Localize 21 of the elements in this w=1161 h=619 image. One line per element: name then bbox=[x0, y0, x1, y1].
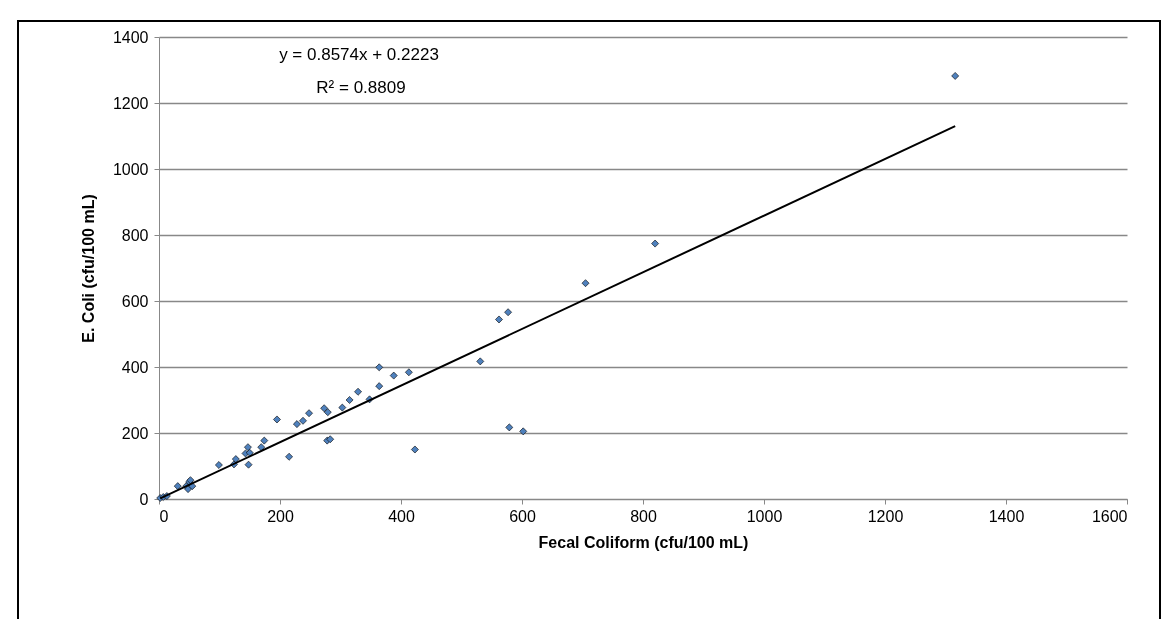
x-tick-label: 1000 bbox=[746, 507, 783, 525]
y-tick-label: 200 bbox=[121, 424, 149, 442]
y-axis-title: E. Coli (cfu/100 mL) bbox=[79, 194, 97, 343]
x-tick-label: 800 bbox=[630, 507, 657, 525]
x-tick-label: 1200 bbox=[867, 507, 904, 525]
y-tick-label: 1400 bbox=[112, 28, 149, 46]
x-axis-title: Fecal Coliform (cfu/100 mL) bbox=[538, 533, 749, 551]
x-tick-label: 1400 bbox=[988, 507, 1025, 525]
y-tick-label: 1200 bbox=[112, 94, 149, 112]
y-tick-label: 400 bbox=[121, 358, 149, 376]
x-tick-label: 0 bbox=[159, 507, 169, 525]
y-tick-label: 1000 bbox=[112, 160, 149, 178]
x-tick-label: 600 bbox=[509, 507, 536, 525]
annotation: y = 0.8574x + 0.2223 bbox=[279, 45, 439, 64]
annotation: R² = 0.8809 bbox=[316, 78, 406, 97]
y-tick-label: 0 bbox=[139, 490, 149, 508]
x-tick-label: 400 bbox=[388, 507, 415, 525]
y-tick-label: 600 bbox=[121, 292, 149, 310]
x-tick-label: 1600 bbox=[1091, 507, 1128, 525]
y-tick-label: 800 bbox=[121, 226, 149, 244]
x-tick-label: 200 bbox=[267, 507, 294, 525]
